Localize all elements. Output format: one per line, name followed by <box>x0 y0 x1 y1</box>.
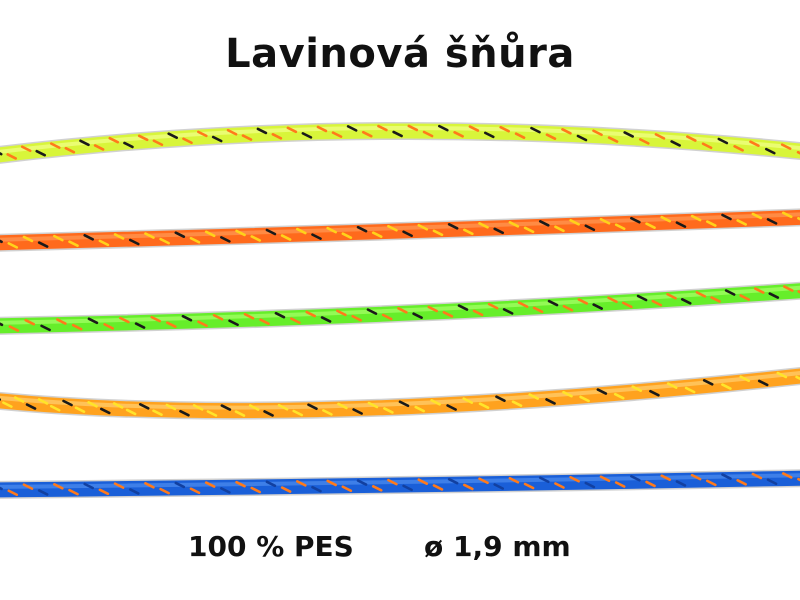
rope-orange <box>0 208 800 252</box>
rope-neon-yellow <box>0 121 800 164</box>
diameter-label: ø 1,9 mm <box>424 530 571 563</box>
rope-neon-green <box>0 281 800 335</box>
material-label: 100 % PES <box>188 530 354 563</box>
rope-blue <box>0 469 800 499</box>
product-title: Lavinová šňůra <box>225 31 575 77</box>
rope-light-orange <box>0 367 800 420</box>
